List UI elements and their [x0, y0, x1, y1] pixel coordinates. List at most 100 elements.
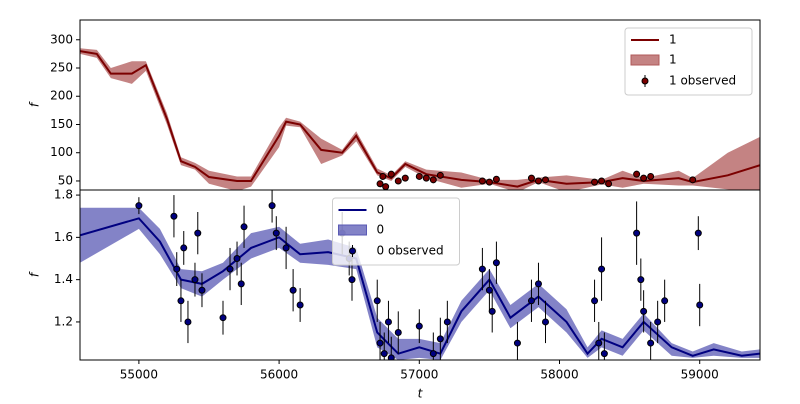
observed-point	[384, 318, 392, 326]
legend-label: 1 observed	[669, 74, 736, 88]
observed-point	[436, 335, 444, 343]
observed-point	[226, 265, 234, 273]
observed-point	[647, 172, 655, 180]
observed-point	[633, 229, 641, 237]
observed-point	[488, 307, 496, 315]
observed-point	[282, 244, 290, 252]
confidence-band	[80, 207, 760, 360]
observed-point	[633, 170, 641, 178]
observed-point	[689, 176, 697, 184]
observed-point	[485, 286, 493, 294]
legend-swatch	[630, 54, 660, 66]
y-tick-label: 1.6	[54, 230, 73, 244]
observed-point	[173, 265, 181, 273]
plot-area	[80, 48, 760, 190]
observed-point	[605, 180, 613, 188]
legend-label: 0	[377, 203, 385, 217]
x-tick-label: 59000	[681, 368, 719, 382]
observed-point	[694, 229, 702, 237]
plot-area	[80, 190, 760, 360]
observed-point	[637, 276, 645, 284]
observed-point	[376, 180, 384, 188]
legend-box	[624, 27, 753, 96]
observed-point	[422, 174, 430, 182]
x-tick-label: 58000	[540, 368, 578, 382]
observed-point	[394, 329, 402, 337]
y-tick-label: 100	[50, 145, 73, 159]
observed-point	[591, 178, 599, 186]
observed-point	[170, 212, 178, 220]
observed-point	[382, 183, 390, 190]
observed-point	[240, 223, 248, 231]
observed-point	[387, 170, 395, 178]
y-axis-label: f	[28, 101, 42, 107]
observed-point	[485, 178, 493, 186]
legend-label: 1	[669, 53, 677, 67]
observed-point	[296, 301, 304, 309]
y-tick-label: 1.4	[54, 272, 73, 286]
observed-point	[135, 202, 143, 210]
observed-point	[527, 297, 535, 305]
observed-point	[598, 265, 606, 273]
y-axis-label: f	[28, 271, 42, 277]
observed-point	[492, 259, 500, 267]
observed-point	[219, 314, 227, 322]
observed-point	[654, 318, 662, 326]
observed-point	[640, 174, 648, 182]
observed-point	[478, 265, 486, 273]
y-tick-label: 300	[50, 32, 73, 46]
observed-point	[661, 297, 669, 305]
legend-label: 1	[669, 33, 677, 47]
observed-point	[513, 339, 521, 347]
observed-point	[373, 297, 381, 305]
observed-point	[376, 339, 384, 347]
y-tick-label: 50	[58, 173, 73, 187]
observed-point	[640, 307, 648, 315]
legend-label: 0 observed	[377, 244, 444, 258]
series-line	[80, 50, 760, 188]
observed-point	[534, 177, 542, 185]
observed-point	[387, 354, 395, 360]
observed-point	[184, 318, 192, 326]
observed-point	[177, 297, 185, 305]
observed-point	[696, 301, 704, 309]
observed-point	[595, 339, 603, 347]
observed-point	[415, 172, 423, 180]
observed-point	[478, 177, 486, 185]
observed-point	[380, 350, 388, 358]
observed-point	[191, 276, 199, 284]
observed-point	[534, 280, 542, 288]
observed-point	[272, 229, 280, 237]
observed-point	[600, 350, 608, 358]
observed-point	[541, 176, 549, 184]
observed-point	[429, 176, 437, 184]
observed-point	[268, 202, 276, 210]
observed-point	[443, 318, 451, 326]
observed-point	[436, 171, 444, 179]
legend-box	[332, 197, 460, 266]
legend-label: 0	[377, 223, 385, 237]
observed-point	[415, 322, 423, 330]
observed-point	[527, 174, 535, 182]
y-tick-label: 1.8	[54, 188, 73, 202]
observed-point	[492, 175, 500, 183]
axes-frame	[79, 189, 761, 361]
observed-point	[233, 255, 241, 263]
x-tick-label: 56000	[260, 368, 298, 382]
legend-marker	[349, 247, 356, 255]
observed-point	[591, 297, 599, 305]
observed-point	[198, 286, 206, 294]
x-tick-label: 57000	[400, 368, 438, 382]
legend-swatch	[338, 224, 367, 236]
y-tick-label: 150	[50, 117, 73, 131]
observed-point	[541, 318, 549, 326]
observed-point	[180, 244, 188, 252]
x-axis-label: t	[418, 387, 424, 401]
y-tick-label: 200	[50, 89, 73, 103]
x-tick-label: 55000	[120, 368, 158, 382]
observed-point	[598, 177, 606, 185]
y-tick-label: 1.2	[54, 314, 73, 328]
observed-point	[401, 174, 409, 182]
observed-point	[429, 350, 437, 358]
